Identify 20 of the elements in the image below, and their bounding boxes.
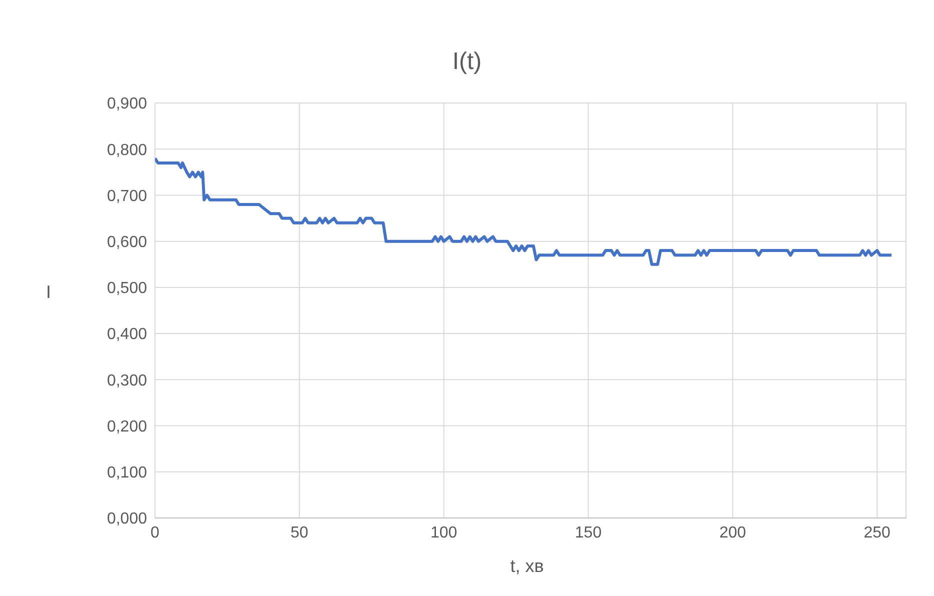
x-tick-label: 250: [864, 524, 891, 542]
y-tick-label: 0,100: [106, 464, 148, 482]
y-tick-label: 0,600: [106, 234, 148, 252]
y-tick-label: 0,800: [106, 142, 148, 159]
y-tick-label: 0,500: [106, 280, 148, 298]
y-tick-label: 0,200: [106, 418, 148, 436]
x-tick-label: 200: [719, 524, 746, 542]
y-axis-title: I: [46, 282, 52, 303]
x-tick-label: 0: [150, 524, 160, 542]
y-tick-label: 0,900: [106, 96, 148, 113]
y-tick-label: 0,400: [106, 326, 148, 344]
y-tick-label: 0,300: [106, 372, 148, 390]
x-tick-label: 50: [290, 524, 308, 542]
chart-title: I(t): [451, 48, 483, 76]
y-tick-label: 0,000: [106, 510, 148, 528]
x-tick-label: 100: [430, 524, 458, 542]
y-tick-label: 0,700: [106, 188, 148, 205]
line-series: [155, 156, 894, 266]
x-tick-label: 150: [574, 524, 602, 542]
x-axis-title: t, хв: [509, 556, 545, 577]
